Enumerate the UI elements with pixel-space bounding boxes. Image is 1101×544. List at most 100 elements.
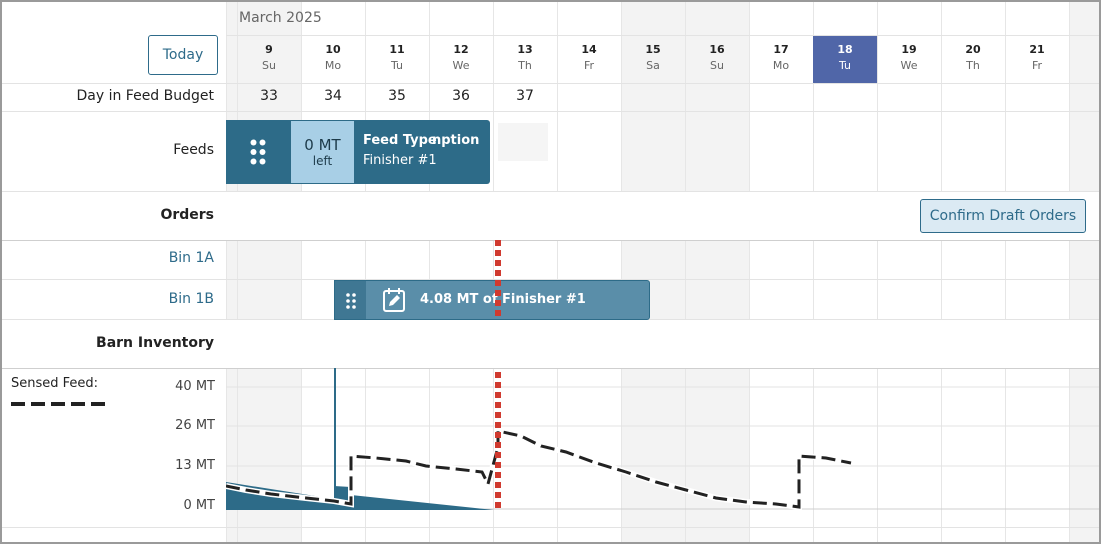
- barn-inventory-label: Barn Inventory: [96, 335, 214, 351]
- feed-remaining-value: 0 MT: [304, 136, 341, 154]
- day-column: [493, 2, 557, 542]
- day-column: [1005, 2, 1069, 542]
- day-of-week: Th: [518, 59, 532, 72]
- day-of-week: Fr: [583, 59, 595, 72]
- bin-1a-link[interactable]: Bin 1A: [168, 250, 214, 266]
- day-column: [749, 2, 813, 542]
- day-column: [365, 2, 429, 542]
- day-number: 10: [325, 43, 341, 56]
- day-header[interactable]: 12 We: [429, 36, 493, 83]
- orders-section-label: Orders: [160, 207, 214, 223]
- drag-handle-icon[interactable]: [250, 139, 266, 165]
- divider: [226, 35, 1099, 36]
- divider: [2, 279, 1099, 280]
- day-of-week: Tu: [838, 59, 852, 72]
- y-tick-label: 40 MT: [175, 379, 215, 394]
- now-marker-chart: [495, 372, 501, 512]
- barn-band: [2, 320, 1099, 368]
- feed-type-label: Feed Type: [363, 133, 437, 148]
- day-column: [813, 2, 877, 542]
- budget-day-value: 34: [324, 88, 342, 104]
- sensed-feed-legend-swatch: [11, 402, 107, 406]
- today-button[interactable]: Today: [148, 35, 218, 75]
- day-header[interactable]: 15 Sa: [621, 36, 685, 83]
- y-tick-label: 0 MT: [183, 498, 215, 513]
- day-number: 11: [389, 43, 405, 56]
- feed-remaining-box: 0 MT left: [291, 121, 354, 183]
- day-column: [941, 2, 1005, 542]
- day-column: [557, 2, 621, 542]
- day-number: 20: [965, 43, 981, 56]
- day-number: 15: [645, 43, 661, 56]
- day-number: 18: [837, 43, 853, 56]
- day-header[interactable]: 9 Su: [237, 36, 301, 83]
- budget-row-label: Day in Feed Budget: [76, 88, 214, 104]
- feed-name: Finisher #1: [363, 153, 437, 168]
- day-header[interactable]: 17 Mo: [749, 36, 813, 83]
- divider: [2, 83, 1099, 84]
- day-of-week: Su: [262, 59, 276, 72]
- feed-remaining-unit: left: [312, 154, 333, 168]
- day-of-week: Fr: [1031, 59, 1043, 72]
- order-drag-handle[interactable]: [335, 281, 366, 319]
- day-of-week: We: [452, 59, 470, 72]
- day-header-selected[interactable]: 18 Tu: [813, 36, 877, 83]
- day-column: [301, 2, 365, 542]
- day-column: [237, 2, 301, 542]
- day-number: 17: [773, 43, 789, 56]
- divider: [2, 527, 1099, 528]
- divider: [2, 191, 1099, 192]
- day-header[interactable]: 20 Th: [941, 36, 1005, 83]
- day-of-week: Mo: [324, 59, 342, 72]
- day-of-week: We: [900, 59, 918, 72]
- divider: [2, 111, 1099, 112]
- drop-placeholder: [498, 123, 548, 161]
- day-column: [877, 2, 941, 542]
- order-card[interactable]: 4.08 MT of Finisher #1: [334, 280, 650, 320]
- budget-day-value: 37: [516, 88, 534, 104]
- inventory-chart: [226, 368, 1099, 511]
- divider: [2, 368, 1099, 369]
- day-number: 14: [581, 43, 597, 56]
- bin-1b-link[interactable]: Bin 1B: [168, 291, 214, 307]
- day-header[interactable]: 11 Tu: [365, 36, 429, 83]
- day-header[interactable]: 10 Mo: [301, 36, 365, 83]
- y-tick-label: 26 MT: [175, 418, 215, 433]
- sensed-feed-line: [226, 429, 852, 509]
- day-header[interactable]: 14 Fr: [557, 36, 621, 83]
- day-number: 21: [1029, 43, 1045, 56]
- day-of-week: Mo: [772, 59, 790, 72]
- day-of-week: Tu: [390, 59, 404, 72]
- y-tick-label: 13 MT: [175, 458, 215, 473]
- day-header[interactable]: 21 Fr: [1005, 36, 1069, 83]
- day-number: 9: [265, 43, 273, 56]
- day-of-week: Sa: [646, 59, 660, 72]
- budget-day-value: 33: [260, 88, 278, 104]
- day-of-week: Th: [966, 59, 980, 72]
- day-number: 19: [901, 43, 917, 56]
- now-marker-orders: [495, 240, 501, 320]
- confirm-draft-orders-button[interactable]: Confirm Draft Orders: [920, 199, 1086, 233]
- day-column: [226, 2, 237, 542]
- day-column: [1069, 2, 1099, 542]
- feed-budget-card[interactable]: 0 MT left Feed Type nption Finisher #1: [226, 120, 490, 184]
- calendar-edit-icon: [383, 288, 405, 312]
- orders-band: [2, 192, 1099, 240]
- day-number: 12: [453, 43, 469, 56]
- budget-day-value: 35: [388, 88, 406, 104]
- sensed-feed-underlay: [226, 427, 852, 511]
- day-header[interactable]: 19 We: [877, 36, 941, 83]
- sensed-feed-label: Sensed Feed:: [11, 376, 99, 391]
- day-column: [621, 2, 685, 542]
- day-columns: [226, 2, 1099, 542]
- day-number: 16: [709, 43, 725, 56]
- day-header[interactable]: 13 Th: [493, 36, 557, 83]
- day-number: 13: [517, 43, 533, 56]
- day-column: [685, 2, 749, 542]
- order-text: 4.08 MT of Finisher #1: [420, 292, 586, 307]
- day-column: [429, 2, 493, 542]
- drag-handle-icon: [346, 293, 356, 309]
- day-header[interactable]: 16 Su: [685, 36, 749, 83]
- feed-type-clipped-label: nption: [432, 133, 480, 148]
